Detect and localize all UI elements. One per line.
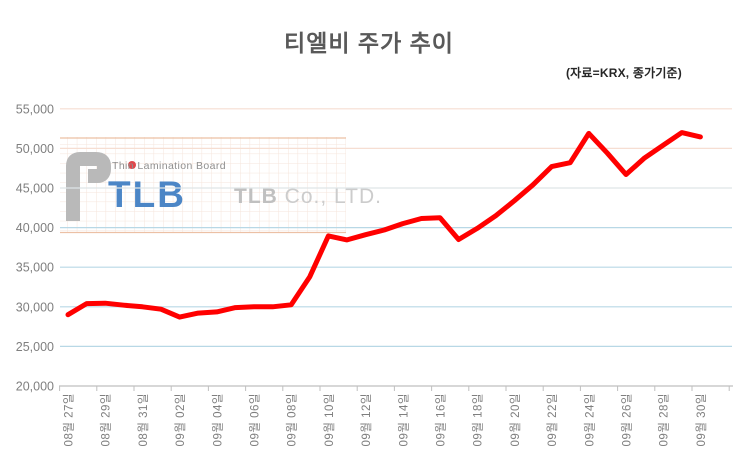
y-axis-tick-label: 20,000 [16,380,54,394]
x-axis-tick-label: 09월 20일 [508,393,522,446]
y-axis-tick-label: 35,000 [16,261,54,275]
x-axis-tick-label: 09월 28일 [657,393,671,446]
x-axis-tick-label: 09월 26일 [620,393,634,446]
x-axis-tick-label: 09월 02일 [173,393,187,446]
watermark-grid-paper [60,137,346,233]
x-axis-tick-label: 09월 14일 [396,393,410,446]
y-axis-tick-label: 30,000 [16,300,54,314]
y-axis-tick-label: 40,000 [16,221,54,235]
watermark-tagline: Thin Lamination Board [112,160,226,172]
y-axis-tick-label: 50,000 [16,142,54,156]
source-note: (자료=KRX, 종가기준) [565,66,682,80]
x-axis-tick-label: 09월 18일 [471,393,485,446]
watermark-company-name: TLB Co., LTD. [234,185,382,208]
x-axis-tick-label: 09월 30일 [694,393,708,446]
x-axis-tick-label: 09월 10일 [322,393,336,446]
tlb-logo-dot-icon [128,161,136,169]
watermark-logo-text: TLB [108,174,186,215]
x-axis-tick-label: 08월 27일 [62,393,76,446]
x-axis-tick-label: 08월 29일 [99,393,113,446]
company-watermark: Thin Lamination Board TLB TLB Co., LTD. [60,137,382,234]
x-axis-tick-label: 09월 22일 [545,393,559,446]
price-line-series [65,130,703,320]
plot-area: 20,000 25,000 30,000 35,000 40,000 45,000 50,0… [16,102,733,446]
chart-title: 티엘비 주가 추이 [284,30,454,56]
x-axis-tick-label: 09월 06일 [248,393,262,446]
x-axis-tick-label: 09월 24일 [582,393,596,446]
tlb-logo-mark-icon [66,152,111,221]
x-axis-tick-label: 09월 08일 [285,393,299,446]
y-axis-tick-label: 25,000 [16,340,54,354]
y-axis-tick-label: 55,000 [16,102,54,116]
x-axis-tick-label: 08월 31일 [136,393,150,446]
x-axis-tick-label: 09월 12일 [359,393,373,446]
x-axis-tick-label: 09월 16일 [434,393,448,446]
y-axis-tick-label: 45,000 [16,182,54,196]
x-axis-tick-label: 09월 04일 [210,393,224,446]
